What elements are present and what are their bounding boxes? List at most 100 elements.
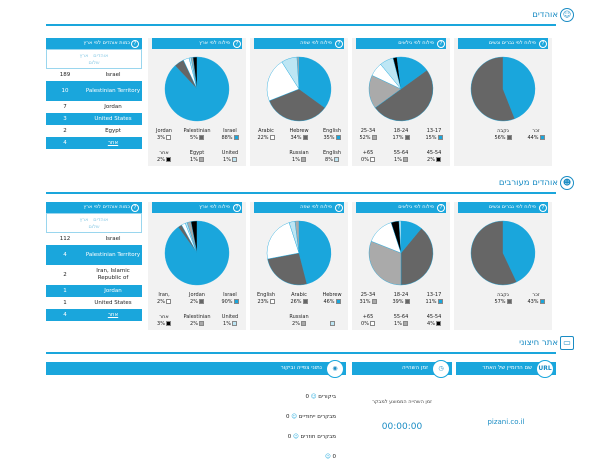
- section-title: אוהדים: [532, 10, 558, 20]
- legend-value: 1%: [223, 157, 231, 163]
- age-pie-chart: [368, 56, 434, 122]
- table-row: 7 Jordan: [46, 101, 142, 113]
- legend-label: 25-34: [360, 292, 376, 298]
- section-divider: [46, 352, 556, 354]
- pie-slice: [502, 220, 536, 283]
- panel-title: פילוח לפי גילאים: [356, 38, 446, 49]
- legend-label: United: [221, 314, 239, 320]
- pie-slice: [266, 222, 300, 260]
- help-icon[interactable]: ?: [539, 39, 547, 48]
- age-breakdown-panel: פילוח לפי גילאים? 13-17 11% 18-24 39% 25-34 31…: [326, 202, 450, 330]
- legend-item: 55-64 1%: [385, 150, 417, 163]
- views-row-label: מבקרים חוזרים: [300, 434, 336, 440]
- legend-item: Iran, 2%: [148, 292, 180, 305]
- country-breakdown-panel: פילוח לפי ארץ? Israel 88% Palestinian 5% Jord…: [148, 38, 246, 166]
- legend-swatch: [165, 299, 171, 304]
- legend-item: English 35%: [316, 128, 348, 141]
- views-row: ביקורים ☺ 0: [246, 394, 336, 400]
- row-count: 2: [63, 128, 67, 134]
- legend-value: 22%: [257, 135, 269, 141]
- pie-slice: [396, 56, 402, 90]
- legend-value: 15%: [425, 135, 437, 141]
- table-row: 112 Israel: [46, 233, 142, 245]
- legend-item: Russian 2%: [283, 314, 315, 327]
- legend-item: Palestinian 5%: [181, 128, 213, 141]
- legend-value: 88%: [221, 135, 233, 141]
- table-title: כמות אוהדים לפי ארץ?: [46, 38, 142, 49]
- views-panel: נתוני צפייה וביקור ◉ ביקורים ☺ 0 מבקרים י…: [46, 360, 346, 460]
- time-panel: זמן השהייה ◷ זמן השהייה הממוצע למבקר 00:…: [352, 360, 452, 452]
- section-header-external-site: אתר חיצוני ▭: [0, 336, 600, 352]
- views-row-label: מבקרים ייחודיים: [298, 414, 336, 420]
- legend-swatch: [198, 135, 204, 140]
- col-header-country: ארץ: [79, 53, 89, 59]
- lang-pie-chart: [266, 220, 332, 286]
- legend-value: 23%: [257, 299, 269, 305]
- legend-label: Arabic: [258, 128, 274, 134]
- legend-label: Russian: [289, 314, 309, 320]
- legend-item: Israel 88%: [214, 128, 246, 141]
- table-row: 10 Palestinian Territory: [46, 81, 142, 101]
- help-icon[interactable]: ?: [131, 203, 139, 212]
- legend-label: זכר: [532, 292, 540, 298]
- legend-label: Hebrew: [322, 292, 342, 298]
- legend-label: אחר: [159, 314, 169, 320]
- pie-slice: [470, 56, 516, 122]
- row-country: Israel: [105, 235, 121, 242]
- help-icon[interactable]: ?: [233, 39, 241, 48]
- table-row: 3 United States: [46, 113, 142, 125]
- legend-label: Egypt: [189, 150, 205, 156]
- pie-slice: [368, 240, 402, 286]
- legend-value: 2%: [190, 299, 198, 305]
- legend-swatch: [437, 299, 443, 304]
- other-countries-link[interactable]: אחר: [107, 311, 119, 318]
- legend-swatch: [371, 135, 377, 140]
- legend-swatch: [302, 135, 308, 140]
- views-row: ☺ 0: [246, 454, 336, 460]
- legend-item: נקבה 57%: [487, 292, 519, 305]
- lang-pie-chart: [266, 56, 332, 122]
- legend-label: Jordan: [156, 128, 172, 134]
- legend-value: 26%: [290, 299, 302, 305]
- table-row: 4 אחר: [46, 309, 142, 321]
- site-domain[interactable]: pizani.co.il: [487, 418, 525, 426]
- help-icon[interactable]: ?: [335, 39, 343, 48]
- pie-slice: [298, 56, 332, 109]
- legend-swatch: [539, 135, 545, 140]
- row-count: 7: [63, 104, 67, 110]
- help-icon[interactable]: ?: [437, 39, 445, 48]
- person-icon: ☺: [310, 394, 317, 400]
- legend-swatch: [435, 321, 441, 326]
- panel-title: פילוח לפי שפה: [254, 38, 344, 49]
- legend-swatch: [269, 299, 275, 304]
- legend-label: Arabic: [291, 292, 307, 298]
- legend-label: 55-64: [393, 150, 409, 156]
- legend-swatch: [369, 157, 375, 162]
- legend-swatch: [198, 157, 204, 162]
- gender-breakdown-panel: פילוח לפי גברים ונשים? זכר 43% נקבה 57%: [454, 202, 552, 330]
- legend-label: Russian: [289, 150, 309, 156]
- time-panel-title: זמן השהייה: [352, 362, 452, 375]
- table-row: 4 אחר: [46, 137, 142, 149]
- help-icon[interactable]: ?: [335, 203, 343, 212]
- legend-value: 1%: [394, 157, 402, 163]
- col-header-count: אוהדים: [93, 53, 109, 59]
- help-icon[interactable]: ?: [233, 203, 241, 212]
- row-country: Jordan: [104, 103, 122, 110]
- legend-item: Arabic 26%: [283, 292, 315, 305]
- help-icon[interactable]: ?: [539, 203, 547, 212]
- table-row: 4 Palestinian Territory: [46, 245, 142, 265]
- panel-title: פילוח לפי גברים ונשים: [458, 38, 548, 49]
- legend-value: 4%: [427, 321, 435, 327]
- legend-label: United: [221, 150, 239, 156]
- legend-swatch: [333, 157, 339, 162]
- time-subtitle: זמן השהייה הממוצע למבקר: [372, 399, 432, 405]
- other-countries-link[interactable]: אחר: [107, 139, 119, 146]
- legend-value: 1%: [394, 321, 402, 327]
- legend-item: זכר 43%: [520, 292, 552, 305]
- age-breakdown-panel: פילוח לפי גילאים? 13-17 15% 18-24 17% 25-34 52…: [328, 38, 450, 166]
- legend-value: 43%: [527, 299, 539, 305]
- help-icon[interactable]: ?: [131, 39, 139, 48]
- help-icon[interactable]: ?: [437, 203, 445, 212]
- views-row-label: ביקורים: [318, 394, 336, 400]
